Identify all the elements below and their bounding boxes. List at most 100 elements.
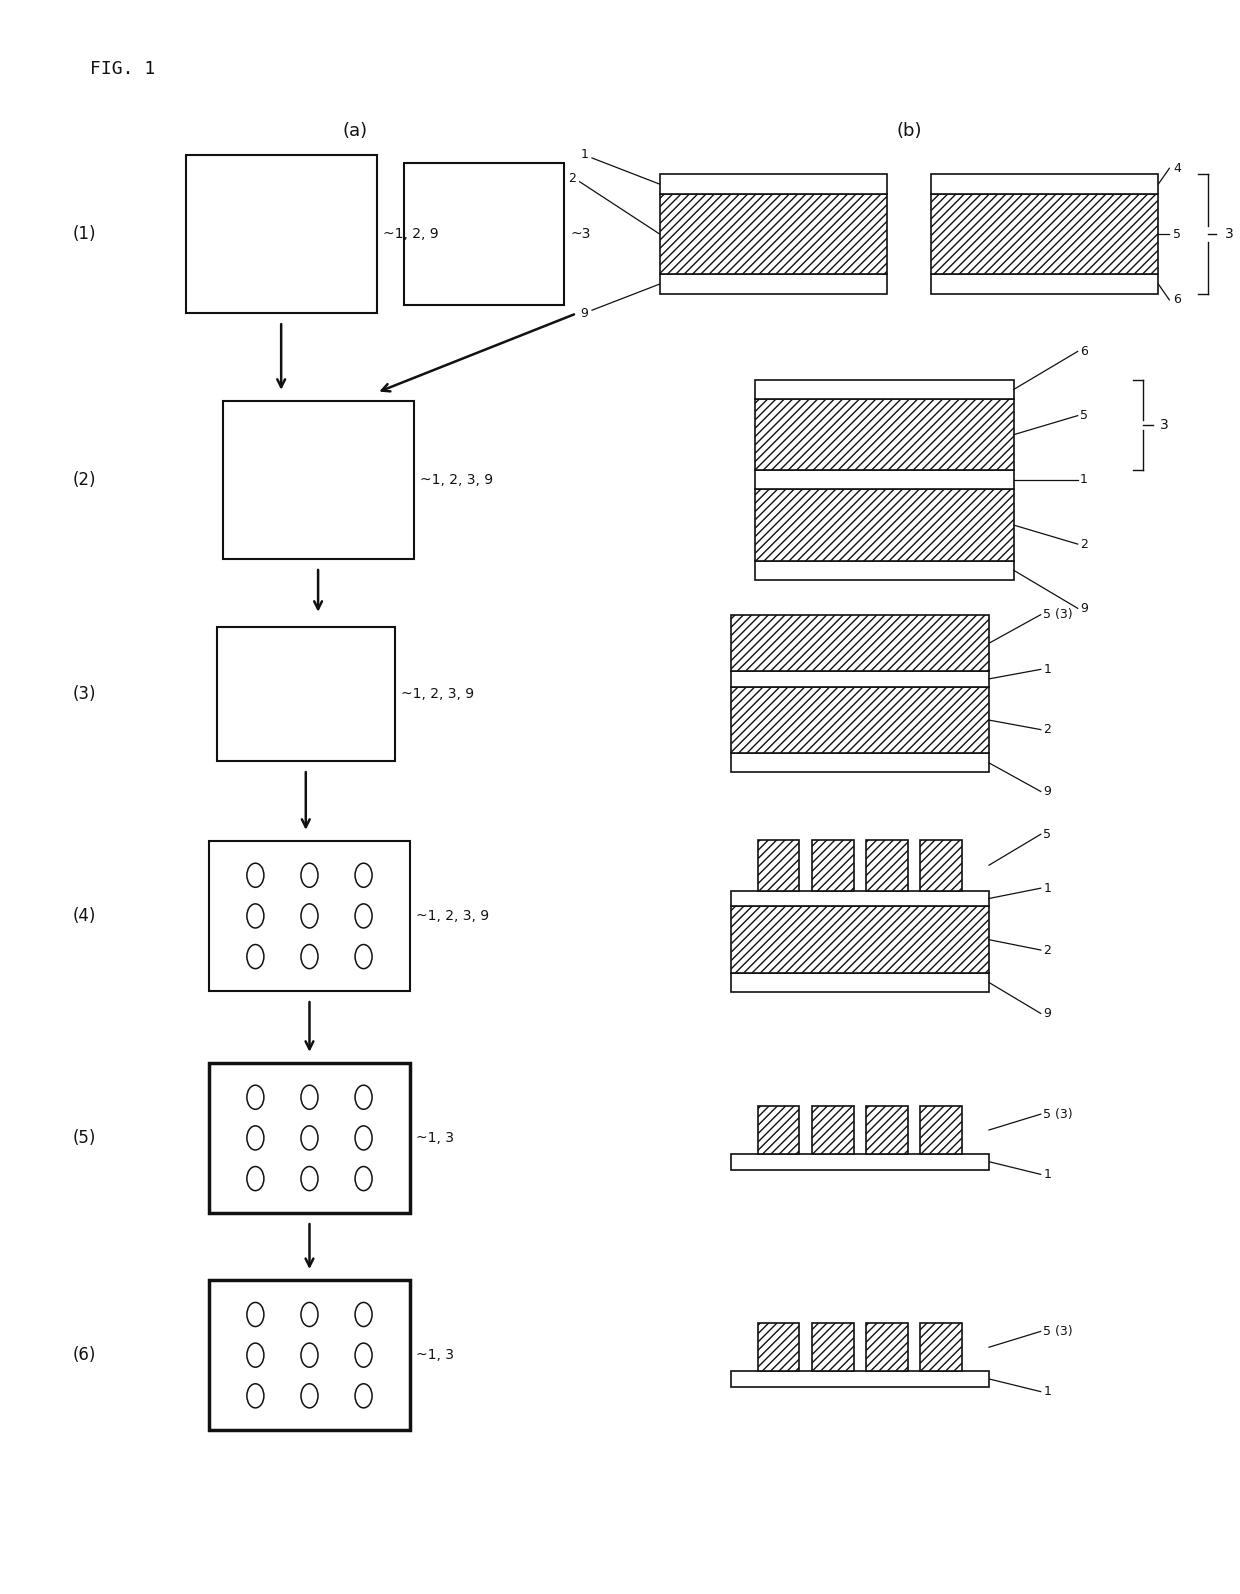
Bar [812, 1323, 853, 1371]
Text: ~1, 2, 3, 9: ~1, 2, 3, 9 [415, 909, 489, 923]
Ellipse shape [301, 1167, 317, 1191]
Text: 5: 5 [1043, 827, 1052, 840]
Text: 6: 6 [1080, 344, 1087, 359]
Bar [730, 891, 990, 907]
Ellipse shape [247, 1384, 264, 1408]
Ellipse shape [247, 1344, 264, 1368]
Text: ~3: ~3 [570, 226, 590, 241]
Ellipse shape [355, 1125, 372, 1149]
Bar [730, 671, 990, 687]
Bar [730, 615, 990, 671]
Bar [930, 194, 1158, 274]
Text: (1): (1) [72, 225, 95, 244]
Ellipse shape [247, 904, 264, 928]
Text: (b): (b) [897, 123, 921, 140]
Text: 1: 1 [580, 148, 588, 161]
Bar [404, 163, 564, 306]
Ellipse shape [247, 945, 264, 969]
Text: 2: 2 [1043, 724, 1052, 736]
Ellipse shape [301, 1086, 317, 1109]
Text: (2): (2) [72, 470, 95, 489]
Text: FIG. 1: FIG. 1 [91, 59, 155, 78]
Bar [660, 174, 888, 194]
Bar [866, 1106, 908, 1154]
Text: 5: 5 [1080, 410, 1089, 422]
Bar [730, 687, 990, 754]
Text: 2: 2 [1043, 944, 1052, 956]
Text: (3): (3) [72, 685, 95, 703]
Bar [660, 274, 888, 295]
Bar [920, 1106, 962, 1154]
Bar [866, 840, 908, 891]
Ellipse shape [301, 864, 317, 888]
Bar [217, 626, 396, 762]
Text: 5: 5 [1173, 228, 1180, 241]
Bar [930, 174, 1158, 194]
Ellipse shape [301, 1125, 317, 1149]
Ellipse shape [355, 1086, 372, 1109]
Text: 3: 3 [1161, 418, 1169, 432]
Text: 1: 1 [1043, 1385, 1052, 1398]
Text: 9: 9 [580, 308, 588, 320]
Bar [812, 1106, 853, 1154]
Bar [755, 489, 1013, 561]
Text: 1: 1 [1080, 473, 1087, 486]
Ellipse shape [247, 1302, 264, 1326]
Bar [758, 1323, 800, 1371]
Text: 3: 3 [1225, 226, 1234, 241]
Text: 9: 9 [1043, 1007, 1052, 1020]
Bar [920, 840, 962, 891]
Ellipse shape [301, 1302, 317, 1326]
Ellipse shape [247, 1125, 264, 1149]
Ellipse shape [355, 864, 372, 888]
Bar [866, 1323, 908, 1371]
Bar [755, 398, 1013, 470]
Bar [730, 972, 990, 991]
Ellipse shape [301, 904, 317, 928]
Text: 1: 1 [1043, 881, 1052, 894]
Ellipse shape [301, 1384, 317, 1408]
Text: 1: 1 [1043, 663, 1052, 676]
Bar [758, 1106, 800, 1154]
Ellipse shape [247, 1167, 264, 1191]
Bar [730, 907, 990, 972]
Bar [755, 379, 1013, 398]
Text: 2: 2 [568, 172, 577, 185]
Bar [755, 470, 1013, 489]
Text: 9: 9 [1043, 784, 1052, 799]
Text: 9: 9 [1080, 603, 1087, 615]
Bar [920, 1323, 962, 1371]
Bar [210, 1280, 409, 1430]
Text: 5 (3): 5 (3) [1043, 1325, 1073, 1337]
Text: (6): (6) [72, 1347, 95, 1364]
Ellipse shape [355, 904, 372, 928]
Ellipse shape [247, 864, 264, 888]
Bar [812, 840, 853, 891]
Text: 5 (3): 5 (3) [1043, 1108, 1073, 1121]
Bar [930, 274, 1158, 295]
Bar [755, 561, 1013, 580]
Bar [730, 1154, 990, 1170]
Text: (a): (a) [342, 123, 367, 140]
Ellipse shape [355, 1302, 372, 1326]
Bar [210, 1063, 409, 1213]
Ellipse shape [355, 1344, 372, 1368]
Bar [730, 754, 990, 773]
Ellipse shape [301, 1344, 317, 1368]
Text: ~1, 2, 3, 9: ~1, 2, 3, 9 [419, 473, 492, 486]
Text: 2: 2 [1080, 537, 1087, 550]
Ellipse shape [355, 1167, 372, 1191]
Ellipse shape [301, 945, 317, 969]
Ellipse shape [247, 1086, 264, 1109]
Text: 1: 1 [1043, 1168, 1052, 1181]
Bar [660, 194, 888, 274]
Text: (5): (5) [72, 1129, 95, 1148]
Bar [210, 840, 409, 991]
Text: 6: 6 [1173, 293, 1180, 306]
Bar [758, 840, 800, 891]
Bar [223, 400, 413, 559]
Text: ~1, 2, 9: ~1, 2, 9 [383, 226, 439, 241]
Ellipse shape [355, 945, 372, 969]
Text: 4: 4 [1173, 161, 1180, 175]
Text: ~1, 3: ~1, 3 [415, 1349, 454, 1363]
